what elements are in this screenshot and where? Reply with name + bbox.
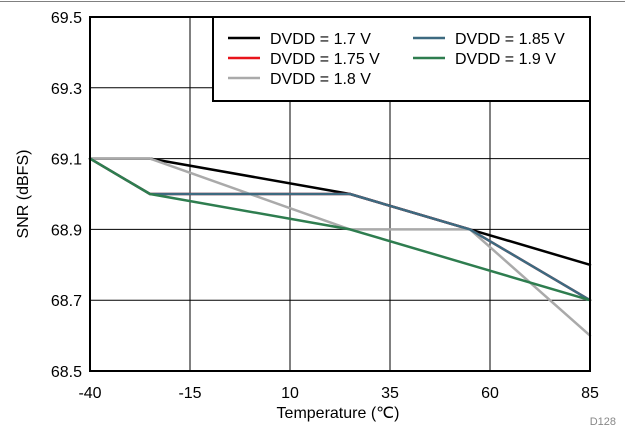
y-tick-label: 68.9: [51, 222, 82, 239]
y-tick-label: 69.3: [51, 81, 82, 98]
y-tick-label: 68.7: [51, 293, 82, 310]
axis-layer: -40 -15 10 35 60 85 68.5 68.7 68.9 69.1 69.3 69.5: [51, 10, 599, 402]
series-line-3: [88, 157, 592, 337]
y-tick-label: 68.5: [51, 364, 82, 381]
y-tick-label: 69.5: [51, 10, 82, 27]
series-line-1: [88, 157, 592, 267]
legend-label: DVDD = 1.75 V: [270, 51, 380, 68]
legend-label: DVDD = 1.8 V: [270, 71, 371, 88]
figure-id: D128: [590, 416, 616, 428]
legend: DVDD = 1.7 V DVDD = 1.85 V DVDD = 1.75 V DV…: [212, 16, 591, 102]
x-tick-label: 10: [281, 385, 299, 402]
x-axis-title: Temperature (℃): [277, 405, 400, 422]
x-tick-label: 85: [581, 385, 599, 402]
legend-label: DVDD = 1.9 V: [455, 51, 556, 68]
series-line-5: [88, 157, 592, 302]
y-tick-label: 69.1: [51, 152, 82, 169]
legend-label: DVDD = 1.7 V: [270, 31, 371, 48]
x-tick-label: 60: [481, 385, 499, 402]
legend-box: [212, 16, 591, 102]
x-tick-label: -15: [178, 385, 201, 402]
legend-label: DVDD = 1.85 V: [455, 31, 565, 48]
series-layer: [88, 157, 592, 337]
x-tick-label: -40: [78, 385, 101, 402]
x-tick-label: 35: [381, 385, 399, 402]
y-axis-title: SNR (dBFS): [15, 150, 32, 239]
